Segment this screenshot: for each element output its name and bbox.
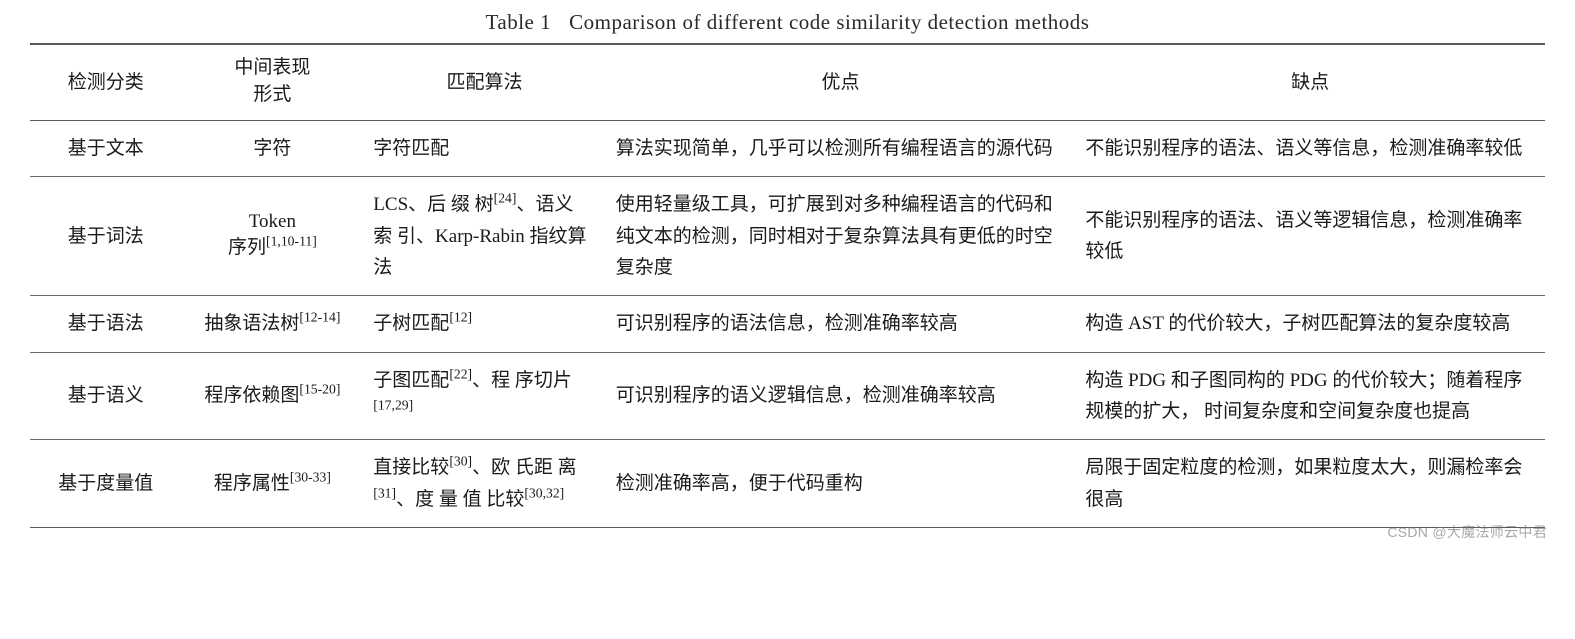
table-row: 基于词法Token序列[1,10-11]LCS、后 缀 树[24]、语义 索 引…	[30, 177, 1545, 296]
cell-category: 基于词法	[30, 177, 182, 296]
cell-advantages: 检测准确率高，便于代码重构	[606, 440, 1076, 528]
cell-disadvantages: 构造 PDG 和子图同构的 PDG 的代价较大；随着程序规模的扩大， 时间复杂度…	[1075, 352, 1545, 440]
cell-algorithm: LCS、后 缀 树[24]、语义 索 引、Karp-Rabin 指纹算法	[363, 177, 605, 296]
cell-intermediate: 程序属性[30-33]	[182, 440, 364, 528]
cell-category: 基于度量值	[30, 440, 182, 528]
cell-disadvantages: 不能识别程序的语法、语义等逻辑信息，检测准确率较低	[1075, 177, 1545, 296]
cell-advantages: 可识别程序的语义逻辑信息，检测准确率较高	[606, 352, 1076, 440]
cell-intermediate: Token序列[1,10-11]	[182, 177, 364, 296]
cell-disadvantages: 构造 AST 的代价较大，子树匹配算法的复杂度较高	[1075, 296, 1545, 352]
cell-advantages: 可识别程序的语法信息，检测准确率较高	[606, 296, 1076, 352]
caption-label: Table 1	[486, 10, 552, 34]
comparison-table: 检测分类 中间表现 形式 匹配算法 优点 缺点 基于文本字符字符匹配算法实现简单…	[30, 43, 1545, 528]
cell-intermediate: 程序依赖图[15-20]	[182, 352, 364, 440]
header-advantages: 优点	[606, 44, 1076, 120]
cell-disadvantages: 不能识别程序的语法、语义等信息，检测准确率较低	[1075, 120, 1545, 176]
cell-intermediate: 字符	[182, 120, 364, 176]
table-header-row: 检测分类 中间表现 形式 匹配算法 优点 缺点	[30, 44, 1545, 120]
cell-intermediate: 抽象语法树[12-14]	[182, 296, 364, 352]
header-disadvantages: 缺点	[1075, 44, 1545, 120]
cell-algorithm: 字符匹配	[363, 120, 605, 176]
cell-category: 基于语义	[30, 352, 182, 440]
cell-algorithm: 子图匹配[22]、程 序切片[17,29]	[363, 352, 605, 440]
header-category: 检测分类	[30, 44, 182, 120]
table-caption: Table 1 Comparison of different code simi…	[30, 10, 1545, 35]
cell-category: 基于语法	[30, 296, 182, 352]
table-body: 基于文本字符字符匹配算法实现简单，几乎可以检测所有编程语言的源代码不能识别程序的…	[30, 120, 1545, 527]
header-intermediate-line1: 中间表现	[234, 57, 310, 78]
caption-title: Comparison of different code similarity …	[569, 10, 1089, 34]
table-row: 基于语法抽象语法树[12-14]子树匹配[12]可识别程序的语法信息，检测准确率…	[30, 296, 1545, 352]
cell-algorithm: 子树匹配[12]	[363, 296, 605, 352]
cell-algorithm: 直接比较[30]、欧 氏距 离[31]、度 量 值 比较[30,32]	[363, 440, 605, 528]
table-row: 基于度量值程序属性[30-33]直接比较[30]、欧 氏距 离[31]、度 量 …	[30, 440, 1545, 528]
header-algorithm: 匹配算法	[363, 44, 605, 120]
watermark-text: CSDN @大魔法师云中君	[1387, 522, 1547, 542]
header-intermediate: 中间表现 形式	[182, 44, 364, 120]
cell-disadvantages: 局限于固定粒度的检测，如果粒度太大，则漏检率会很高	[1075, 440, 1545, 528]
cell-advantages: 算法实现简单，几乎可以检测所有编程语言的源代码	[606, 120, 1076, 176]
header-intermediate-line2: 形式	[253, 84, 291, 105]
table-row: 基于语义程序依赖图[15-20]子图匹配[22]、程 序切片[17,29]可识别…	[30, 352, 1545, 440]
cell-advantages: 使用轻量级工具，可扩展到对多种编程语言的代码和纯文本的检测，同时相对于复杂算法具…	[606, 177, 1076, 296]
cell-category: 基于文本	[30, 120, 182, 176]
table-row: 基于文本字符字符匹配算法实现简单，几乎可以检测所有编程语言的源代码不能识别程序的…	[30, 120, 1545, 176]
